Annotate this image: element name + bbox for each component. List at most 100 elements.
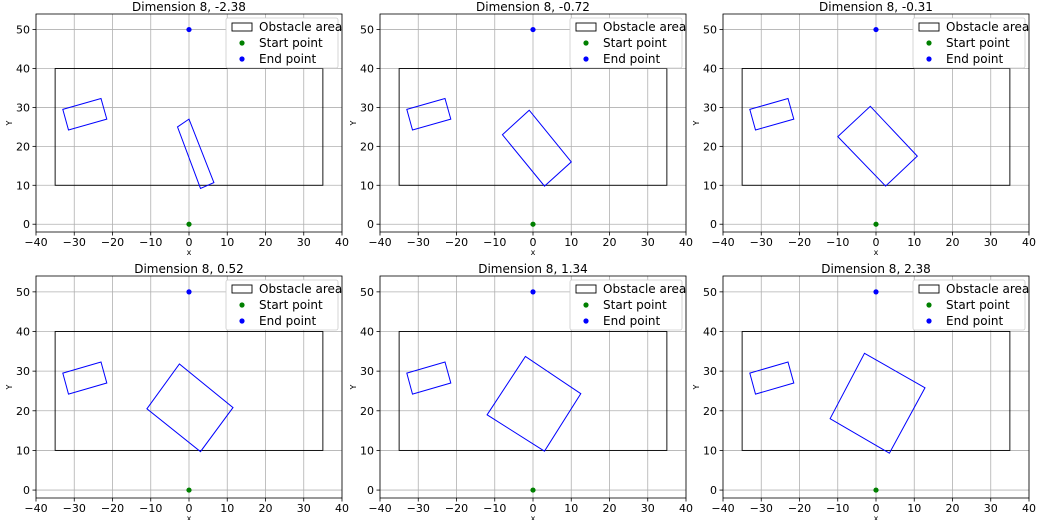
legend-box <box>225 17 339 69</box>
x-tick-label: 40 <box>679 502 693 515</box>
legend-label-obstacle: Obstacle area <box>259 282 342 296</box>
x-tick-label: −30 <box>63 502 86 515</box>
rotated-rectangle-obstacle <box>486 355 582 452</box>
end-point-marker <box>530 26 536 33</box>
legend-end-marker <box>926 56 932 62</box>
legend-end-marker <box>239 318 245 324</box>
x-tick-label: −40 <box>24 236 47 249</box>
y-tick-label: 30 <box>360 365 374 378</box>
start-point-marker <box>873 221 879 227</box>
start-point-marker <box>186 221 192 227</box>
y-tick-label: 40 <box>360 326 374 339</box>
x-tick-label: 10 <box>907 502 921 515</box>
legend-label-obstacle: Obstacle area <box>603 20 686 34</box>
legend-box <box>225 279 339 331</box>
legend-obstacle-swatch <box>575 284 597 294</box>
x-tick-label: 20 <box>946 236 960 249</box>
chart-title: Dimension 8, 0.52 <box>134 262 244 276</box>
y-tick-label: 50 <box>360 24 374 37</box>
x-tick-label: 0 <box>873 236 880 249</box>
y-tick-label: 0 <box>367 484 374 497</box>
x-tick-label: 30 <box>984 236 998 249</box>
small-rectangle-obstacle <box>749 97 795 131</box>
x-tick-label: −30 <box>750 502 773 515</box>
x-tick-label: 0 <box>186 236 193 249</box>
y-tick-label: 40 <box>703 63 717 76</box>
legend-label-start: Start point <box>946 36 1010 50</box>
y-tick-label: 40 <box>16 326 30 339</box>
legend-start-marker <box>239 40 245 46</box>
legend-start-marker <box>239 302 245 308</box>
legend-box <box>569 17 683 69</box>
chart-panel-6: −40 −30 −20 −10 0 10 20 30 40 0 10 20 30 40 50 Dimensio… <box>692 262 1036 520</box>
legend-box <box>912 279 1026 331</box>
y-axis-label: Y <box>5 120 14 126</box>
legend-label-start: Start point <box>603 36 667 50</box>
chart-panel-1: −40 −30 −20 −10 0 10 20 30 40 0 10 20 30 40 50 Dimensio… <box>5 0 349 257</box>
obstacle-area-rect <box>54 331 324 451</box>
y-tick-label: 30 <box>360 101 374 114</box>
x-tick-label: 20 <box>946 502 960 515</box>
x-tick-label: −20 <box>445 502 468 515</box>
x-tick-label: 40 <box>1022 502 1036 515</box>
legend-start-marker <box>583 40 589 46</box>
legend-start-marker <box>583 302 589 308</box>
small-rectangle-obstacle <box>406 361 452 395</box>
start-point-marker <box>530 221 536 227</box>
y-tick-label: 50 <box>16 286 30 299</box>
y-tick-label: 10 <box>16 179 30 192</box>
x-tick-label: −10 <box>483 502 506 515</box>
legend-obstacle-swatch <box>231 22 253 32</box>
end-point-marker <box>873 26 879 33</box>
legend: Obstacle area Start point End point <box>912 279 1029 331</box>
small-rectangle-obstacle <box>62 361 108 395</box>
x-tick-label: −40 <box>711 236 734 249</box>
x-tick-label: −20 <box>788 236 811 249</box>
x-tick-label: −40 <box>368 502 391 515</box>
x-tick-label: 30 <box>297 236 311 249</box>
x-axis-label: x <box>187 514 192 520</box>
chart-title: Dimension 8, 2.38 <box>821 262 931 276</box>
x-tick-label: −30 <box>407 236 430 249</box>
y-tick-label: 50 <box>703 286 717 299</box>
y-tick-label: 10 <box>16 444 30 457</box>
x-tick-label: −30 <box>63 236 86 249</box>
x-tick-label: 30 <box>641 502 655 515</box>
legend-start-marker <box>926 302 932 308</box>
start-point-marker <box>186 487 192 493</box>
x-tick-label: −10 <box>483 236 506 249</box>
obstacle-area-rect <box>741 68 1011 186</box>
x-tick-label: 10 <box>220 502 234 515</box>
small-rectangle-obstacle <box>749 361 795 395</box>
x-tick-label: 30 <box>297 502 311 515</box>
x-axis-label: x <box>187 248 192 257</box>
y-axis-label: Y <box>349 120 358 126</box>
y-tick-label: 20 <box>16 140 30 153</box>
legend-label-obstacle: Obstacle area <box>259 20 342 34</box>
legend: Obstacle area Start point End point <box>569 17 686 69</box>
y-tick-label: 40 <box>703 326 717 339</box>
chart-panel-4: −40 −30 −20 −10 0 10 20 30 40 0 10 20 30 40 50 Dimensio… <box>5 262 349 520</box>
x-tick-label: 10 <box>220 236 234 249</box>
legend-box <box>912 17 1026 69</box>
y-tick-label: 50 <box>16 24 30 37</box>
x-tick-label: −20 <box>445 236 468 249</box>
chart-title: Dimension 8, -2.38 <box>132 0 246 14</box>
y-tick-label: 20 <box>703 405 717 418</box>
x-axis-label: x <box>874 514 879 520</box>
y-tick-label: 40 <box>16 63 30 76</box>
y-tick-label: 30 <box>703 365 717 378</box>
end-point-marker <box>530 289 536 295</box>
x-tick-label: 40 <box>679 236 693 249</box>
x-tick-label: −40 <box>368 236 391 249</box>
legend: Obstacle area Start point End point <box>225 17 342 69</box>
x-tick-label: 0 <box>873 502 880 515</box>
y-tick-label: 10 <box>360 444 374 457</box>
legend-label-start: Start point <box>259 298 323 312</box>
legend-label-end: End point <box>946 314 1004 328</box>
x-tick-label: 20 <box>603 502 617 515</box>
x-tick-label: 20 <box>603 236 617 249</box>
chart-panel-2: −40 −30 −20 −10 0 10 20 30 40 0 10 20 30 40 50 Dimensio… <box>349 0 693 257</box>
obstacle-area-rect <box>398 68 668 186</box>
x-tick-label: 40 <box>335 502 349 515</box>
